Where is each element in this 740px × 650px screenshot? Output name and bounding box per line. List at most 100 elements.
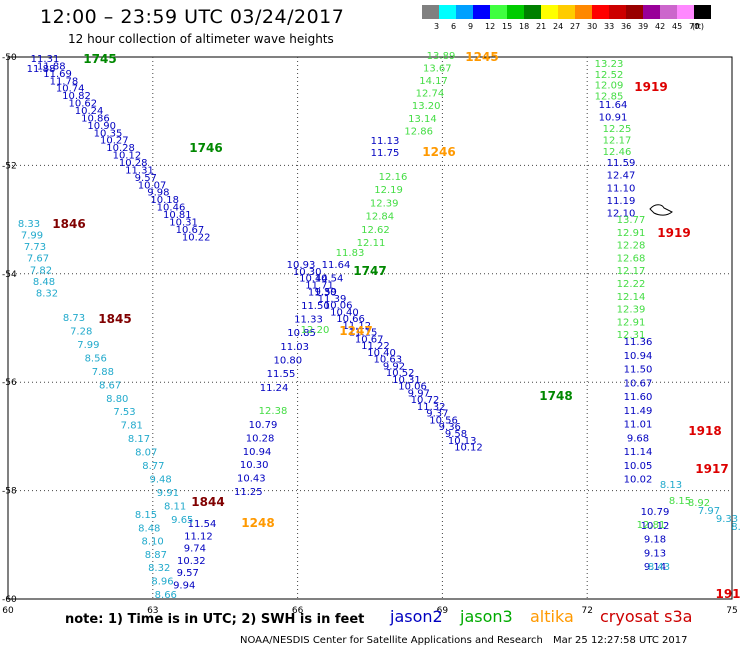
wave-height-value: 8.80 [106, 394, 128, 405]
lon-tick-label: 69 [437, 606, 449, 616]
wave-height-value: 10.43 [237, 474, 266, 485]
wave-height-value: 12.31 [617, 330, 646, 341]
legend-swatch [456, 5, 473, 19]
wave-height-value: 8.96 [151, 577, 173, 588]
legend-swatch [422, 5, 439, 19]
wave-height-value: 11.64 [322, 260, 351, 271]
wave-height-value: 8.32 [36, 288, 58, 299]
wave-height-value: 12.74 [416, 89, 445, 100]
pass-time-label: 1919 [657, 226, 690, 240]
wave-height-value: 10.07 [138, 180, 167, 191]
wave-height-value: 11.88 [27, 64, 56, 75]
wave-height-value: 11.15 [349, 328, 378, 339]
wave-height-value: 10.79 [249, 420, 278, 431]
wave-height-value: 10.82 [62, 91, 91, 102]
wave-height-value: 10.86 [81, 113, 110, 124]
wave-height-value: 11.33 [294, 315, 323, 326]
wave-height-value: 9.74 [184, 544, 206, 555]
wave-height-value: 8.67 [99, 380, 121, 391]
satellite-name: cryosat s3a [600, 607, 693, 626]
wave-height-value: 9.37 [426, 409, 448, 420]
legend-swatch [626, 5, 643, 19]
wave-height-value: 10.12 [641, 521, 670, 532]
wave-height-value: 8.13 [660, 480, 682, 491]
wave-height-value: 11.03 [280, 342, 309, 353]
wave-height-value: 12.47 [607, 171, 636, 182]
wave-height-value: 10.46 [157, 203, 186, 214]
wave-height-value: 7.67 [27, 254, 49, 265]
wave-height-value: 13.77 [617, 215, 646, 226]
wave-height-value: 10.63 [373, 355, 402, 366]
lat-tick-label: -56 [2, 378, 17, 388]
wave-height-value: 11.88 [37, 61, 66, 72]
wave-height-value: 8.77 [142, 461, 164, 472]
wave-height-value: 13.20 [412, 101, 441, 112]
wave-height-value: 8.92 [688, 498, 710, 509]
legend-label: 9 [468, 22, 474, 31]
wave-height-value: 11.10 [607, 183, 636, 194]
pass-time-label: 1919 [634, 80, 667, 94]
wave-height-value: 11.32 [417, 402, 446, 413]
legend-label: 39 [638, 22, 649, 31]
legend-swatch [507, 5, 524, 19]
pass-time-label: 1918 [688, 424, 721, 438]
wave-height-value: 11.39 [318, 294, 347, 305]
wave-height-value: 11.83 [336, 248, 365, 259]
wave-height-value: 9.98 [147, 188, 169, 199]
map-frame [7, 56, 733, 600]
wave-height-value: 11.22 [361, 341, 390, 352]
wave-height-value: 9.94 [173, 580, 195, 591]
wave-height-value: 8.56 [85, 353, 107, 364]
wave-height-value: 8.15 [135, 510, 157, 521]
wave-height-value: 10.40 [330, 307, 359, 318]
wave-height-value: 9.36 [439, 422, 461, 433]
wave-height-value: 12.19 [374, 185, 403, 196]
wave-height-value: 11.12 [184, 531, 213, 542]
wave-height-value: 10.79 [641, 507, 670, 518]
wave-height-value: 12.38 [259, 406, 288, 417]
wave-height-value: 7.99 [21, 231, 43, 242]
wave-height-value: 11.71 [305, 280, 334, 291]
wave-height-value: 12.20 [301, 325, 330, 336]
wave-height-value: 11.59 [607, 158, 636, 169]
wave-height-value: 11.50 [301, 301, 330, 312]
wave-height-value: 10.40 [367, 348, 396, 359]
legend-swatch [473, 5, 490, 19]
wave-height-value: 10.85 [287, 328, 316, 339]
footer-note: note: 1) Time is in UTC; 2) SWH is in fe… [65, 612, 365, 627]
legend-unit: (ft) [692, 22, 705, 31]
wave-height-value: 10.67 [355, 334, 384, 345]
legend-swatch [541, 5, 558, 19]
wave-height-value: 11.31 [31, 54, 60, 65]
wave-height-value: 10.06 [324, 301, 353, 312]
wave-height-value: 12.22 [617, 279, 646, 290]
wave-height-value: 13.89 [427, 51, 456, 62]
pass-time-label: 1747 [353, 264, 386, 278]
wave-height-value: 12.39 [370, 198, 399, 209]
legend-label: 6 [451, 22, 457, 31]
generation-timestamp: Mar 25 12:27:58 UTC 2017 [553, 635, 688, 646]
wave-height-value: 10.67 [624, 378, 653, 389]
wave-height-value: 10.28 [106, 143, 135, 154]
lon-tick-label: 72 [581, 606, 592, 616]
wave-height-value: 10.27 [100, 136, 129, 147]
pass-time-label: 1247 [339, 324, 372, 338]
chart-title: 12:00 – 23:59 UTC 03/24/2017 [40, 6, 345, 28]
pass-time-label: 1917 [695, 462, 728, 476]
legend-swatch [643, 5, 660, 19]
wave-height-value: 8.33 [18, 219, 40, 230]
satellite-name: altika [530, 607, 574, 626]
wave-height-value: 10.67 [176, 225, 205, 236]
legend-swatch [592, 5, 609, 19]
wave-height-value: 10.80 [273, 356, 302, 367]
wave-height-value: 9.57 [177, 568, 199, 579]
lon-tick-label: 66 [292, 606, 304, 616]
pass-time-label: 1748 [539, 389, 572, 403]
pass-time-label: 1246 [422, 145, 455, 159]
legend-label: 24 [553, 22, 564, 31]
pass-time-labels: 1745 1746 1747 1748 1846 1845 1844 1245 1246 1247… [52, 50, 740, 601]
lon-tick-label: 63 [147, 606, 158, 616]
wave-height-value: 10.94 [243, 447, 272, 458]
wave-height-value: 7.88 [92, 367, 114, 378]
wave-height-value: 10.30 [240, 460, 269, 471]
